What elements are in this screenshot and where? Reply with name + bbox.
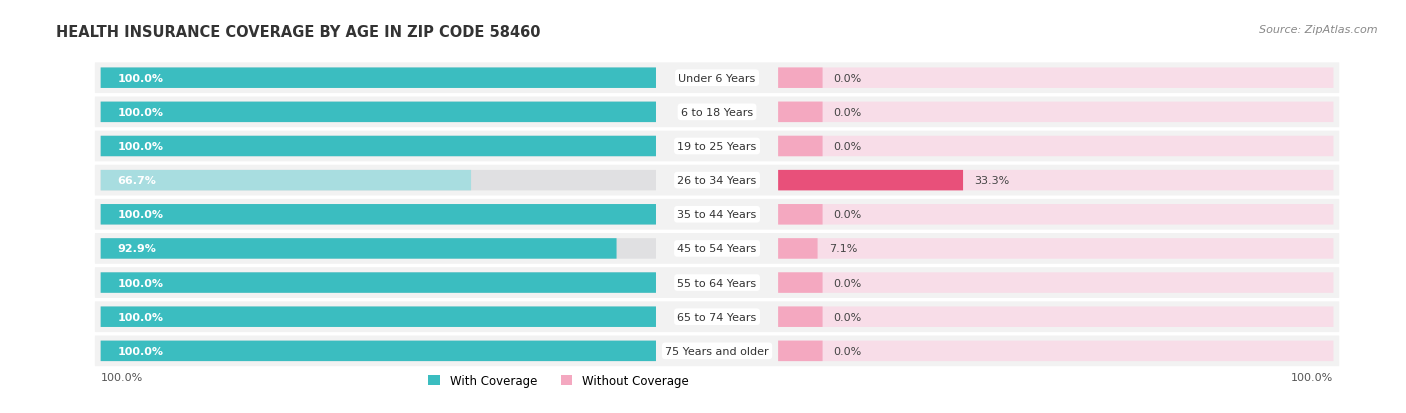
Text: 33.3%: 33.3% — [974, 176, 1010, 186]
FancyBboxPatch shape — [778, 102, 823, 123]
Text: 100.0%: 100.0% — [117, 346, 163, 356]
FancyBboxPatch shape — [101, 102, 657, 123]
FancyBboxPatch shape — [94, 336, 1340, 366]
FancyBboxPatch shape — [101, 136, 657, 157]
FancyBboxPatch shape — [778, 136, 823, 157]
FancyBboxPatch shape — [101, 341, 657, 361]
Text: 0.0%: 0.0% — [834, 312, 862, 322]
Text: 100.0%: 100.0% — [117, 210, 163, 220]
Text: 100.0%: 100.0% — [117, 312, 163, 322]
Text: 0.0%: 0.0% — [834, 346, 862, 356]
Text: 75 Years and older: 75 Years and older — [665, 346, 769, 356]
FancyBboxPatch shape — [101, 171, 471, 191]
FancyBboxPatch shape — [101, 204, 657, 225]
FancyBboxPatch shape — [778, 239, 1333, 259]
FancyBboxPatch shape — [94, 97, 1340, 128]
Text: 100.0%: 100.0% — [117, 108, 163, 118]
FancyBboxPatch shape — [778, 136, 1333, 157]
FancyBboxPatch shape — [778, 204, 1333, 225]
FancyBboxPatch shape — [101, 307, 657, 327]
FancyBboxPatch shape — [778, 68, 823, 89]
FancyBboxPatch shape — [94, 165, 1340, 196]
FancyBboxPatch shape — [778, 341, 823, 361]
Text: 100.0%: 100.0% — [1291, 373, 1333, 382]
FancyBboxPatch shape — [778, 239, 817, 259]
Text: 0.0%: 0.0% — [834, 108, 862, 118]
FancyBboxPatch shape — [778, 102, 1333, 123]
Text: 92.9%: 92.9% — [117, 244, 156, 254]
FancyBboxPatch shape — [94, 268, 1340, 298]
FancyBboxPatch shape — [94, 199, 1340, 230]
FancyBboxPatch shape — [778, 171, 963, 191]
FancyBboxPatch shape — [101, 273, 657, 293]
FancyBboxPatch shape — [94, 63, 1340, 94]
Text: 35 to 44 Years: 35 to 44 Years — [678, 210, 756, 220]
FancyBboxPatch shape — [101, 307, 657, 327]
Text: HEALTH INSURANCE COVERAGE BY AGE IN ZIP CODE 58460: HEALTH INSURANCE COVERAGE BY AGE IN ZIP … — [56, 25, 541, 40]
Text: 0.0%: 0.0% — [834, 74, 862, 83]
FancyBboxPatch shape — [778, 341, 1333, 361]
Text: 6 to 18 Years: 6 to 18 Years — [681, 108, 754, 118]
Text: 0.0%: 0.0% — [834, 278, 862, 288]
Text: 100.0%: 100.0% — [117, 74, 163, 83]
Text: 100.0%: 100.0% — [117, 142, 163, 152]
Text: 7.1%: 7.1% — [828, 244, 858, 254]
Text: Under 6 Years: Under 6 Years — [679, 74, 755, 83]
Text: 45 to 54 Years: 45 to 54 Years — [678, 244, 756, 254]
FancyBboxPatch shape — [101, 136, 657, 157]
FancyBboxPatch shape — [778, 204, 823, 225]
FancyBboxPatch shape — [101, 239, 657, 259]
FancyBboxPatch shape — [101, 68, 657, 89]
FancyBboxPatch shape — [778, 171, 1333, 191]
Text: 65 to 74 Years: 65 to 74 Years — [678, 312, 756, 322]
FancyBboxPatch shape — [778, 307, 1333, 327]
FancyBboxPatch shape — [101, 204, 657, 225]
FancyBboxPatch shape — [94, 301, 1340, 332]
Text: 19 to 25 Years: 19 to 25 Years — [678, 142, 756, 152]
Text: 0.0%: 0.0% — [834, 210, 862, 220]
FancyBboxPatch shape — [778, 273, 823, 293]
Text: 26 to 34 Years: 26 to 34 Years — [678, 176, 756, 186]
FancyBboxPatch shape — [101, 273, 657, 293]
FancyBboxPatch shape — [94, 233, 1340, 264]
FancyBboxPatch shape — [101, 171, 657, 191]
Text: 100.0%: 100.0% — [101, 373, 143, 382]
FancyBboxPatch shape — [778, 273, 1333, 293]
Text: 55 to 64 Years: 55 to 64 Years — [678, 278, 756, 288]
Legend: With Coverage, Without Coverage: With Coverage, Without Coverage — [429, 374, 689, 387]
FancyBboxPatch shape — [101, 68, 657, 89]
FancyBboxPatch shape — [101, 102, 657, 123]
Text: 66.7%: 66.7% — [117, 176, 156, 186]
FancyBboxPatch shape — [101, 239, 617, 259]
FancyBboxPatch shape — [778, 307, 823, 327]
Text: Source: ZipAtlas.com: Source: ZipAtlas.com — [1260, 25, 1378, 35]
FancyBboxPatch shape — [101, 341, 657, 361]
Text: 0.0%: 0.0% — [834, 142, 862, 152]
Text: 100.0%: 100.0% — [117, 278, 163, 288]
FancyBboxPatch shape — [778, 68, 1333, 89]
FancyBboxPatch shape — [94, 131, 1340, 162]
